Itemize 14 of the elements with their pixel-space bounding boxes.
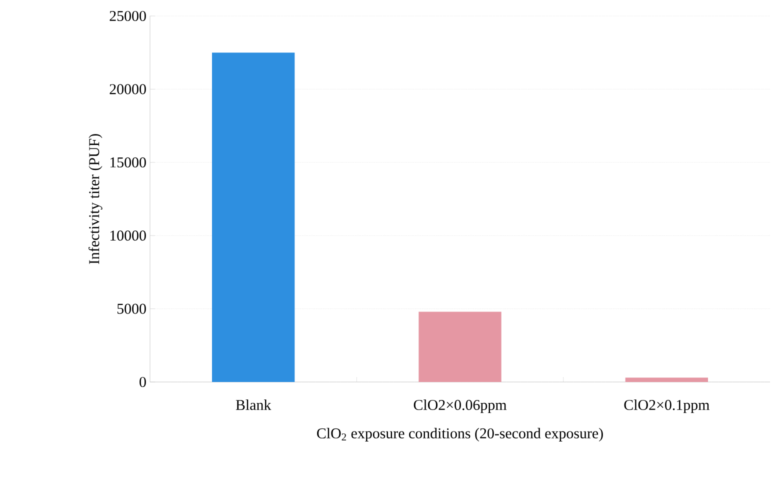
bar bbox=[418, 312, 502, 382]
y-tick-label: 0 bbox=[140, 376, 146, 388]
x-tick-label: ClO2×0.06ppm bbox=[414, 400, 507, 414]
x-tick-label: ClO2×0.1ppm bbox=[624, 400, 710, 414]
y-axis-title: Infectivity titer (PUF) bbox=[88, 134, 102, 264]
bar bbox=[212, 52, 295, 382]
y-tick-label: 5000 bbox=[117, 304, 146, 314]
y-tick-label: 15000 bbox=[110, 157, 146, 168]
y-tick-label: 20000 bbox=[110, 84, 146, 94]
x-axis-title: ClO$_{2}$ exposure conditions (20-second exposure) bbox=[317, 428, 603, 442]
x-tick-label: Blank bbox=[236, 400, 272, 410]
bar bbox=[625, 378, 708, 382]
y-tick-label: 10000 bbox=[110, 230, 146, 241]
y-tick-label: 25000 bbox=[110, 10, 146, 22]
